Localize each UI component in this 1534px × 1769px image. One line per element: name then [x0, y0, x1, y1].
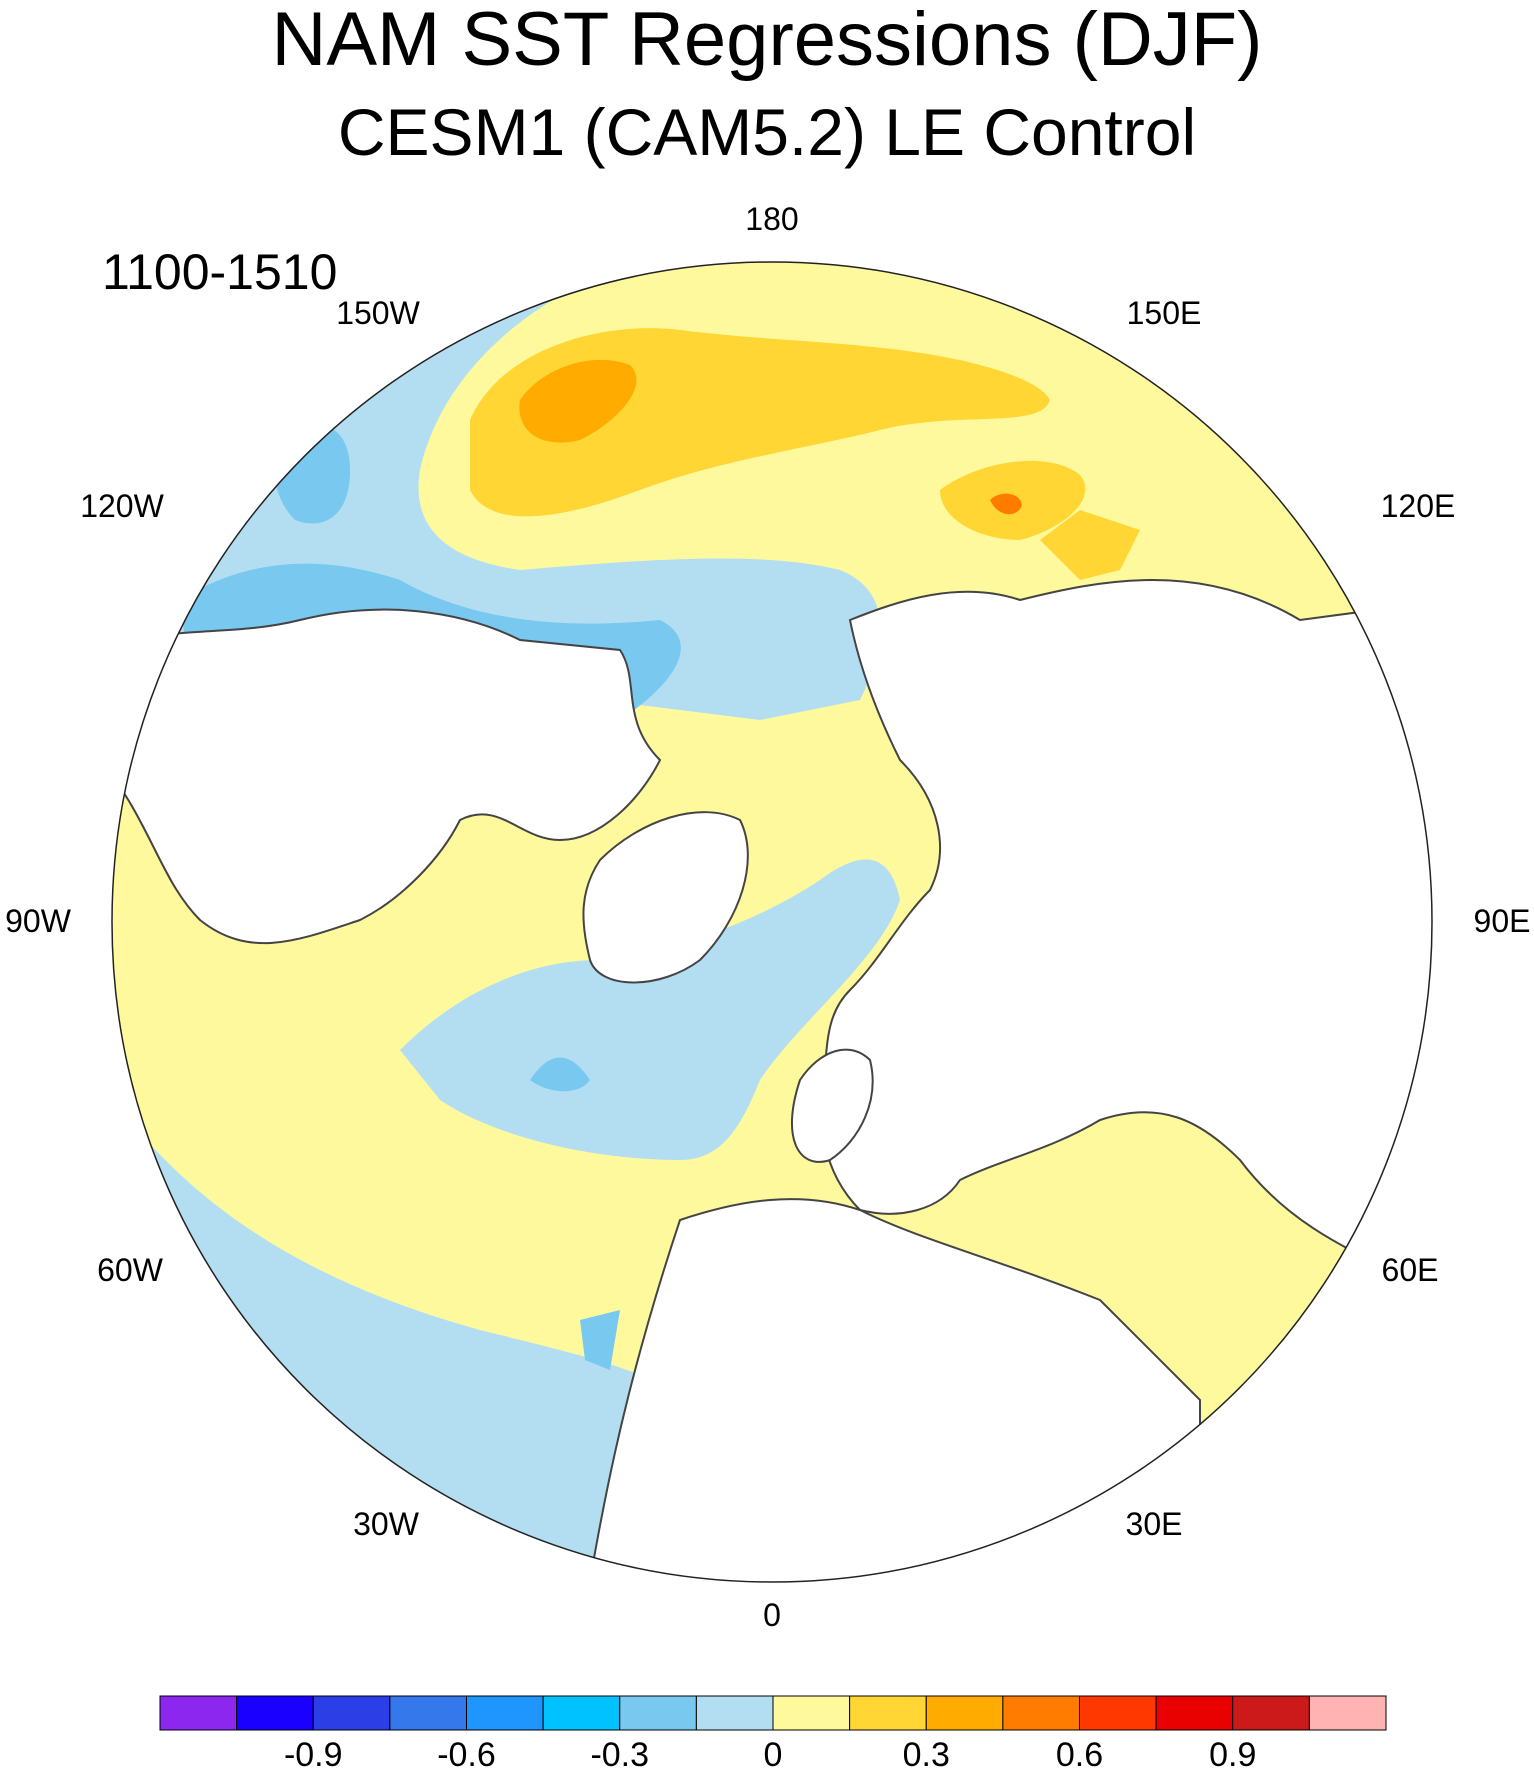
polar-sst-map: 180 150E 120E 90E 60E 30E 0 30W 60W 90W …: [5, 201, 1531, 1633]
colorbar-box: [1002, 1695, 1080, 1731]
colorbar-box: [389, 1695, 467, 1731]
eurasia-land: [818, 579, 1432, 1302]
lon-label-120e: 120E: [1381, 488, 1456, 524]
atlantic-negative-region: [400, 859, 900, 1160]
colorbar-box: [1079, 1695, 1157, 1731]
subtropical-negative-small: [580, 1310, 620, 1370]
colorbar-box: [925, 1695, 1004, 1731]
pacific-positive-strong: [519, 359, 637, 443]
lon-label-90e: 90E: [1474, 903, 1531, 939]
colorbar-box: [236, 1695, 314, 1731]
colorbar-box: [312, 1695, 391, 1731]
lon-label-30w: 30W: [353, 1506, 420, 1542]
lon-label-150e: 150E: [1127, 295, 1202, 331]
colorbar: -0.9 -0.6 -0.3 0 0.3 0.6 0.9: [159, 1695, 1387, 1769]
map-title: NAM SST Regressions (DJF): [271, 0, 1263, 82]
colorbar-box: [159, 1695, 238, 1731]
colorbar-tick-label: -0.3: [590, 1736, 649, 1769]
colorbar-box: [772, 1695, 851, 1731]
lon-label-60e: 60E: [1382, 1252, 1439, 1288]
colorbar-tick-label: -0.6: [437, 1736, 496, 1769]
colorbar-box: [466, 1695, 544, 1731]
lon-label-120w: 120W: [80, 488, 164, 524]
colorbar-box: [849, 1695, 927, 1731]
colorbar-box: [1155, 1695, 1234, 1731]
colorbar-labels: -0.9 -0.6 -0.3 0 0.3 0.6 0.9: [284, 1736, 1256, 1769]
colorbar-tick-label: 0.6: [1056, 1736, 1103, 1769]
colorbar-box: [1308, 1695, 1387, 1731]
colorbar-boxes: [159, 1695, 1387, 1731]
atlantic-negative-strong: [530, 1057, 590, 1092]
europe-land: [791, 1048, 874, 1163]
lon-label-150w: 150W: [336, 295, 420, 331]
lon-label-90w: 90W: [5, 903, 72, 939]
colorbar-box: [1232, 1695, 1310, 1731]
map-disc: [112, 262, 1432, 1582]
colorbar-tick-label: -0.9: [284, 1736, 343, 1769]
lon-label-0: 0: [763, 1597, 781, 1633]
colorbar-tick-label: 0.3: [903, 1736, 950, 1769]
colorbar-box: [619, 1695, 697, 1731]
map-subtitle: CESM1 (CAM5.2) LE Control: [337, 95, 1197, 169]
lon-label-60w: 60W: [97, 1252, 164, 1288]
colorbar-tick-label: 0.9: [1209, 1736, 1256, 1769]
greenland-land: [582, 811, 749, 984]
map-border: [111, 261, 1433, 1583]
lon-label-180: 180: [745, 201, 798, 237]
colorbar-tick-label: 0: [764, 1736, 783, 1769]
okhotsk-positive: [1040, 510, 1140, 580]
kamchatka-positive-strong: [990, 493, 1022, 515]
lon-label-30e: 30E: [1126, 1506, 1183, 1542]
colorbar-box: [695, 1695, 774, 1731]
period-label: 1100-1510: [102, 244, 338, 300]
colorbar-box: [542, 1695, 621, 1731]
north-america-land: [112, 608, 662, 945]
